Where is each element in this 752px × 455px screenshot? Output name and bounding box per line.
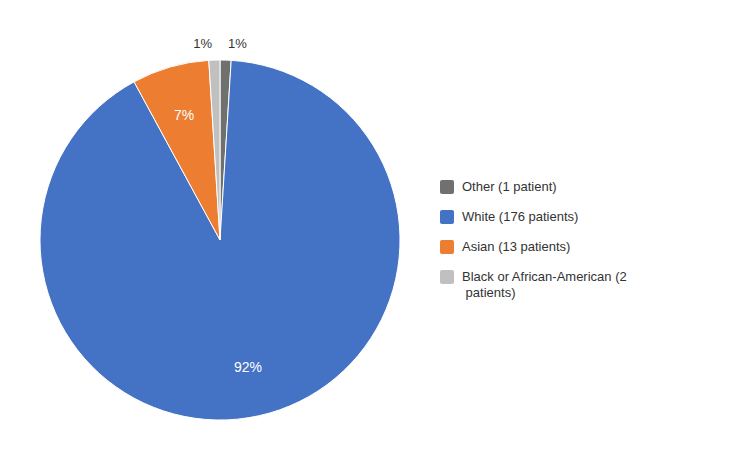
legend-label: Asian (13 patients)	[462, 239, 570, 254]
legend-label: Other (1 patient)	[462, 179, 557, 194]
legend-label-line: Other (1 patient)	[462, 179, 557, 194]
data-label: 7%	[174, 107, 194, 123]
pie-slice	[134, 60, 220, 240]
page: {"chart_data": {"type": "pie", "categori…	[0, 0, 752, 455]
legend-swatch	[440, 180, 454, 194]
legend-label: Black or African-American (2 patients)	[462, 269, 627, 300]
legend-label-line: Black or African-American (2	[462, 269, 627, 284]
data-labels: 1% 92% 7% 1%	[174, 36, 262, 374]
pie	[40, 60, 400, 420]
legend-swatch	[440, 210, 454, 224]
data-label: 1%	[193, 36, 212, 51]
chart-svg: 1% 92% 7% 1% Other (1 patient) White (176 pat…	[0, 0, 752, 455]
legend-label-line: Asian (13 patients)	[462, 239, 570, 254]
legend-label: White (176 patients)	[462, 209, 578, 224]
legend-label-line: White (176 patients)	[462, 209, 578, 224]
legend-swatch	[440, 240, 454, 254]
chart-container: 1% 92% 7% 1% Other (1 patient) White (176 pat…	[0, 0, 752, 455]
pie-slice	[40, 60, 400, 420]
data-label: 1%	[228, 36, 247, 51]
pie-slice	[209, 60, 220, 240]
data-label: 92%	[234, 359, 262, 375]
legend: Other (1 patient) White (176 patients) Asi…	[440, 179, 627, 300]
legend-label-line: patients)	[462, 285, 515, 300]
legend-swatch	[440, 270, 454, 284]
background	[0, 0, 752, 455]
